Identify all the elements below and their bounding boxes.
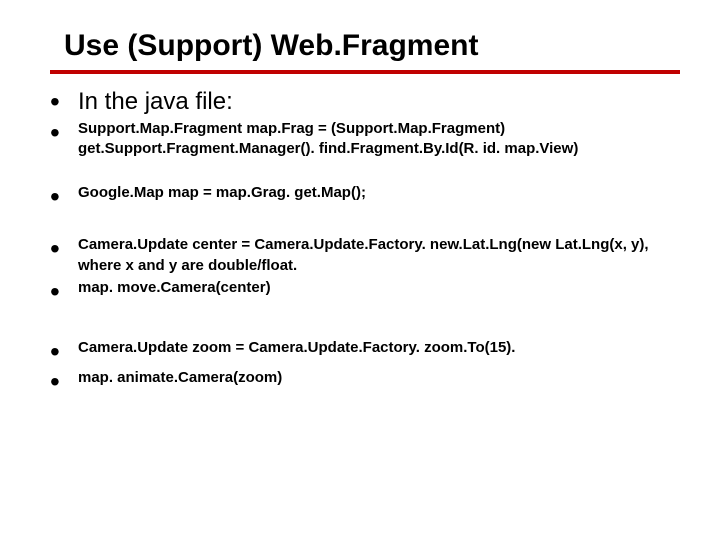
bullet-row-6: • map. animate.Camera(zoom) [50,368,680,396]
bullet-icon: • [50,119,78,147]
slide-title: Use (Support) Web.Fragment [64,28,680,64]
bullet-row-lead: • In the java file: [50,88,680,117]
spacer [50,324,680,338]
bullet-row-5: • Camera.Update zoom = Camera.Update.Fac… [50,338,680,366]
bullet-icon: • [50,338,78,366]
bullet-row-1: • Support.Map.Fragment map.Frag = (Suppo… [50,119,680,160]
bullet-row-3: • Camera.Update center = Camera.Update.F… [50,235,680,276]
bullet-text-6: map. animate.Camera(zoom) [78,368,282,388]
bullet-row-4: • map. move.Camera(center) [50,278,680,306]
bullet-row-2: • Google.Map map = map.Grag. get.Map(); [50,183,680,211]
bullet-icon: • [50,235,78,263]
bullet-text-4: map. move.Camera(center) [78,278,271,298]
bullet-icon: • [50,183,78,211]
bullet-text-1: Support.Map.Fragment map.Frag = (Support… [78,119,680,160]
slide-content: • In the java file: • Support.Map.Fragme… [50,88,680,396]
bullet-icon: • [50,368,78,396]
lead-text: In the java file: [78,88,233,117]
slide: Use (Support) Web.Fragment • In the java… [0,0,720,540]
bullet-icon: • [50,278,78,306]
bullet-text-2: Google.Map map = map.Grag. get.Map(); [78,183,366,203]
bullet-text-3: Camera.Update center = Camera.Update.Fac… [78,235,680,276]
title-rule [50,70,680,74]
bullet-text-5: Camera.Update zoom = Camera.Update.Facto… [78,338,515,358]
bullet-icon: • [50,88,78,116]
